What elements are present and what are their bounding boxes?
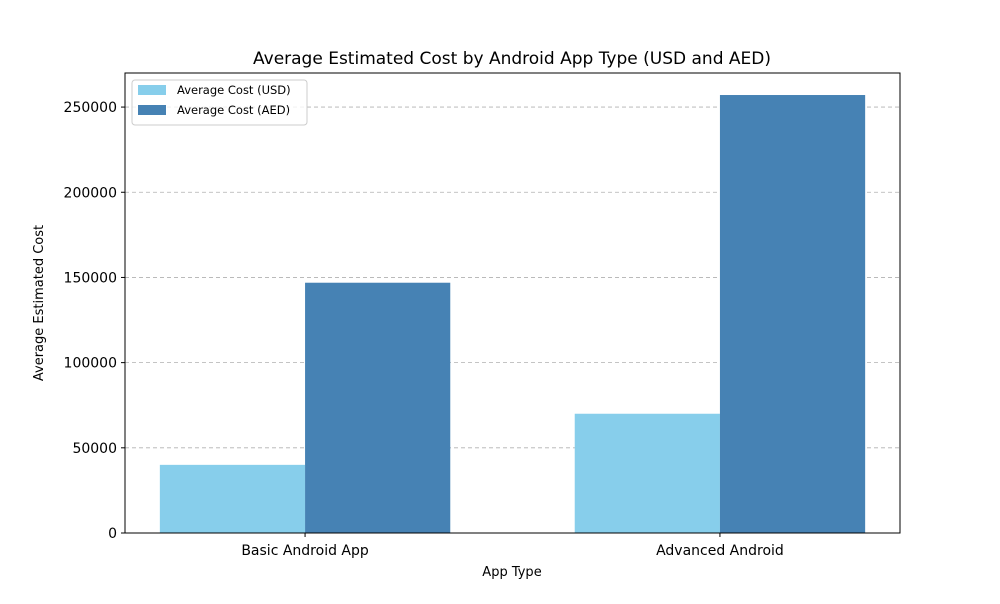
y-tick-label: 50000: [72, 441, 117, 457]
bar-usd: [159, 464, 306, 533]
y-axis: 0 50000 100000 150000 200000 250000: [64, 100, 125, 542]
chart-title: Average Estimated Cost by Android App Ty…: [253, 49, 771, 69]
legend: Average Cost (USD) Average Cost (AED): [131, 79, 308, 126]
legend-label: Average Cost (USD): [177, 83, 291, 97]
bar-aed: [305, 282, 451, 533]
legend-box: [131, 79, 308, 126]
y-tick-label: 250000: [64, 100, 117, 116]
legend-label: Average Cost (AED): [177, 103, 290, 117]
x-tick-label: Basic Android App: [241, 543, 369, 559]
legend-swatch: [138, 85, 166, 95]
y-tick-label: 150000: [64, 270, 117, 286]
legend-swatch: [138, 105, 166, 115]
y-tick-label: 0: [108, 526, 117, 542]
y-tick-label: 200000: [64, 185, 117, 201]
bar-aed: [719, 95, 866, 533]
x-axis-label: App Type: [482, 565, 541, 580]
x-tick-label: Advanced Android: [656, 543, 784, 559]
bar-usd: [574, 413, 720, 533]
y-tick-label: 100000: [64, 356, 117, 372]
plot-frame: [124, 72, 901, 534]
y-axis-label: Average Estimated Cost: [32, 225, 47, 381]
bars: [159, 95, 866, 533]
x-axis: Basic Android App Advanced Android: [241, 533, 784, 559]
